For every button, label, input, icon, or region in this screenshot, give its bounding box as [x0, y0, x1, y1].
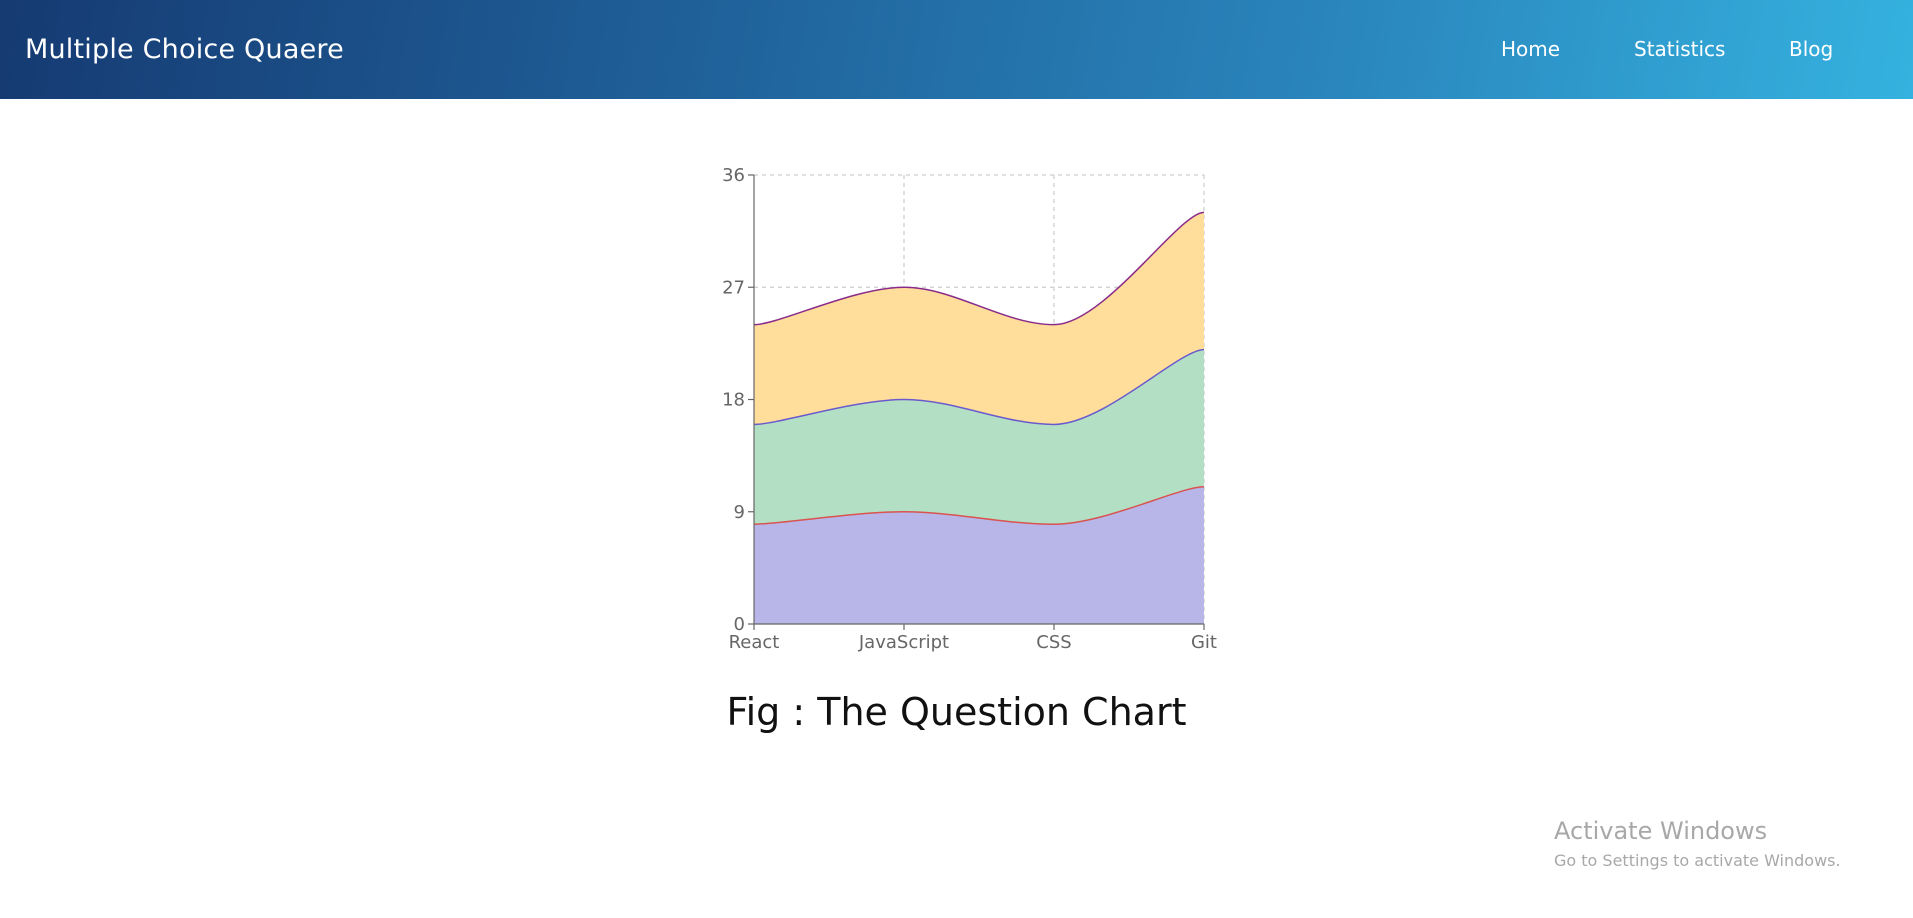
x-tick-label: React: [729, 632, 780, 653]
y-tick-label: 36: [722, 165, 745, 186]
y-tick-label: 9: [734, 502, 745, 523]
x-tick-label: JavaScript: [858, 632, 949, 653]
area-series-3: [754, 212, 1204, 425]
area-line-series-2: [753, 348, 1205, 426]
x-tick-label: CSS: [1036, 632, 1071, 653]
navbar: Multiple Choice Quaere Home Statistics B…: [0, 0, 1913, 99]
area-series-2: [754, 349, 1204, 525]
windows-watermark: Activate Windows Go to Settings to activ…: [1554, 817, 1841, 870]
area-line-series-1: [753, 486, 1205, 525]
watermark-subtitle: Go to Settings to activate Windows.: [1554, 851, 1841, 870]
watermark-title: Activate Windows: [1554, 817, 1768, 845]
area-series-1: [754, 486, 1204, 624]
nav-link-blog[interactable]: Blog: [1789, 37, 1834, 61]
brand-title[interactable]: Multiple Choice Quaere: [25, 34, 344, 65]
x-tick-label: Git: [1191, 632, 1217, 653]
nav-link-home[interactable]: Home: [1501, 37, 1561, 61]
axis-layer: 0 9 18 27 36 React JavaScript CSS Git: [722, 165, 1217, 653]
y-tick-label: 0: [734, 614, 745, 635]
y-tick-label: 18: [722, 390, 745, 411]
area-line-series-3: [753, 211, 1205, 326]
chart-caption: Fig : The Question Chart: [726, 690, 1187, 734]
area-layer: [753, 211, 1205, 624]
y-tick-label: 27: [722, 277, 745, 298]
nav-link-statistics[interactable]: Statistics: [1634, 37, 1726, 61]
